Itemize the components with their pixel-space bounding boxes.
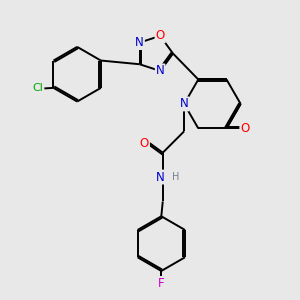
Text: O: O [155,29,165,42]
Text: O: O [140,137,149,150]
Text: H: H [172,172,179,182]
Text: N: N [135,36,144,49]
Text: N: N [180,98,189,110]
Text: N: N [156,64,164,77]
Text: N: N [156,170,165,184]
Text: O: O [240,122,250,135]
Text: F: F [158,277,165,290]
Text: Cl: Cl [33,83,44,94]
